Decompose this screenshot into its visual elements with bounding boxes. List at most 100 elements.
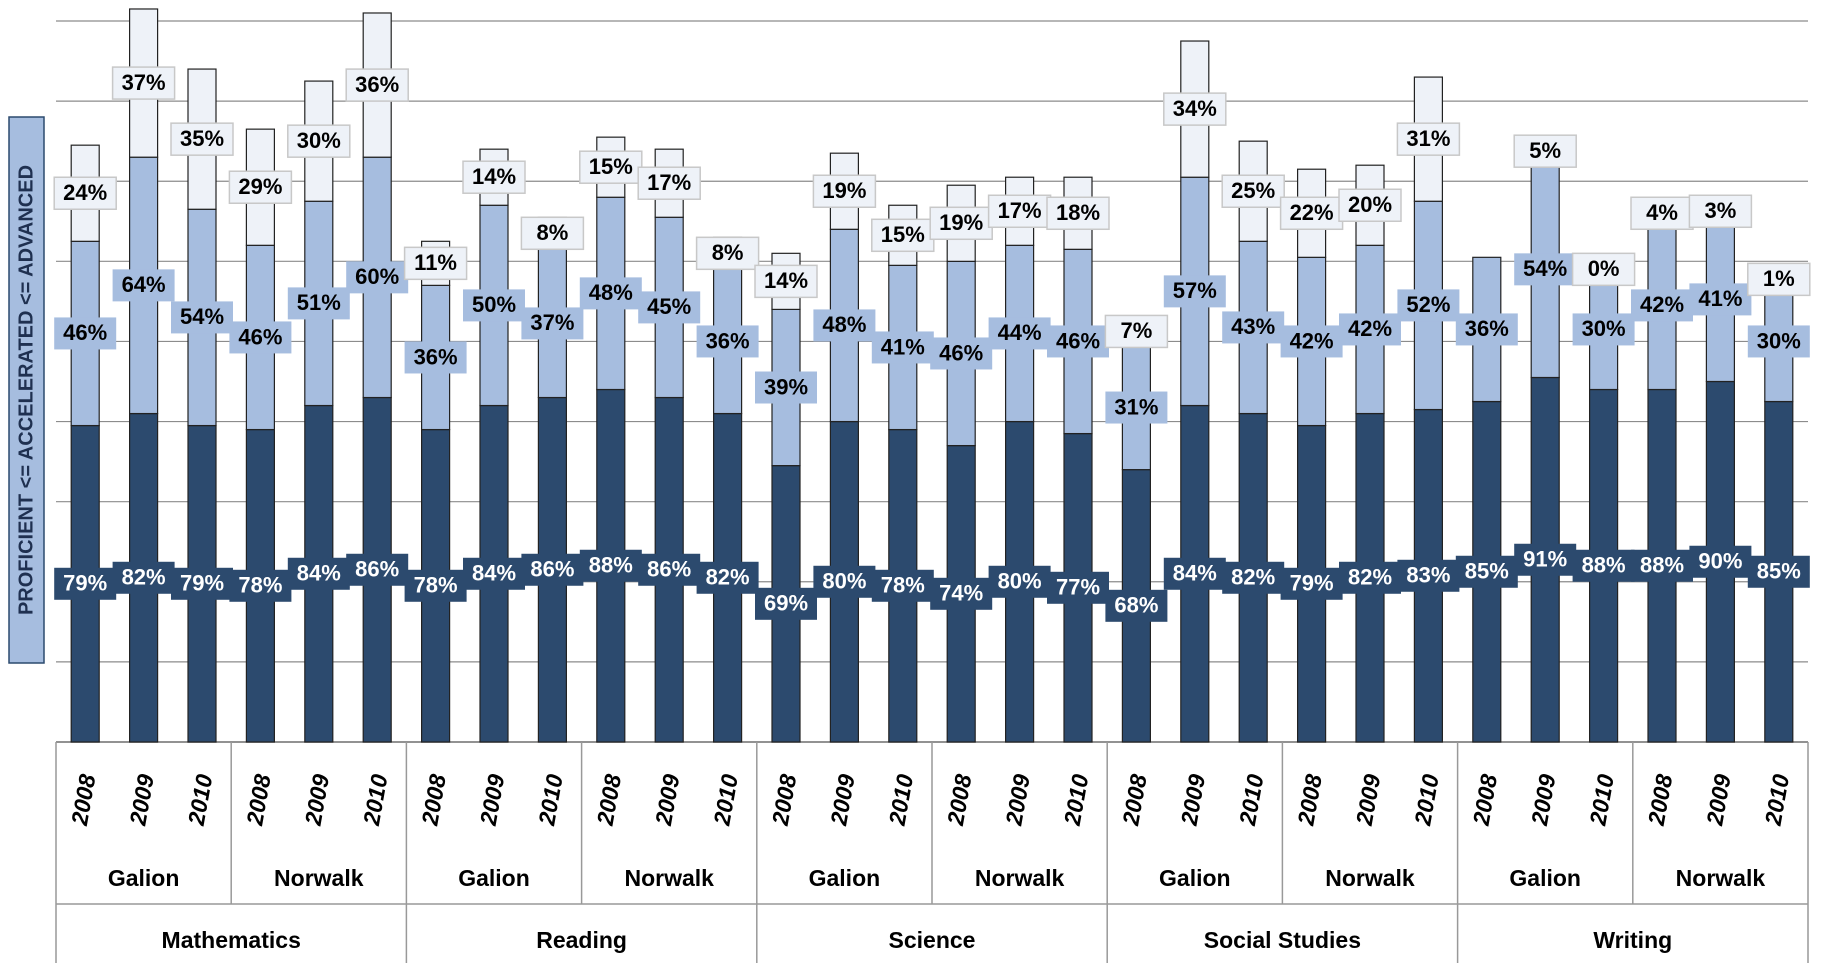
value-label: 88%: [1640, 553, 1684, 578]
label-box: [1163, 275, 1226, 308]
label-box: [111, 66, 176, 100]
label-box: [1163, 92, 1227, 126]
value-label: 37%: [122, 70, 166, 95]
value-label: 15%: [881, 222, 925, 247]
label-box: [930, 337, 993, 370]
x-tick-label: 2010: [1584, 772, 1619, 828]
group-label: Norwalk: [1676, 865, 1766, 891]
label-box: [696, 561, 759, 594]
x-tick-label: 2008: [1117, 772, 1152, 828]
label-box: [170, 122, 234, 156]
value-label: 18%: [1056, 200, 1100, 225]
value-label: 78%: [238, 573, 282, 598]
label-box: [1455, 555, 1518, 588]
value-label: 77%: [1056, 575, 1100, 600]
label-box: [579, 150, 643, 184]
value-label: 36%: [355, 72, 399, 97]
value-label: 88%: [589, 553, 633, 578]
x-tick-label: 2008: [241, 772, 276, 828]
x-tick-label: 2009: [650, 772, 685, 828]
value-label: 42%: [1290, 328, 1334, 353]
subject-label: Writing: [1593, 927, 1672, 953]
value-label: 8%: [537, 220, 569, 245]
label-box: [1222, 311, 1285, 344]
label-box: [1047, 325, 1109, 358]
value-label: 41%: [1698, 286, 1742, 311]
label-box: [1630, 196, 1694, 231]
value-label: 80%: [822, 569, 866, 594]
label-box: [462, 160, 526, 194]
x-tick-label: 2010: [1409, 772, 1444, 828]
label-box: [287, 287, 350, 320]
value-label: 85%: [1757, 559, 1801, 584]
label-box: [1104, 314, 1169, 349]
value-label: 7%: [1121, 318, 1153, 343]
label-box: [930, 577, 993, 610]
value-label: 0%: [1588, 256, 1620, 281]
subject-label: Social Studies: [1204, 927, 1361, 953]
value-label: 64%: [122, 272, 166, 297]
label-box: [579, 549, 642, 582]
x-tick-label: 2009: [1526, 772, 1561, 828]
x-tick-label: 2010: [533, 772, 568, 828]
value-label: 88%: [1582, 553, 1626, 578]
label-box: [638, 291, 701, 324]
label-box: [755, 587, 817, 620]
label-box: [345, 68, 409, 102]
label-box: [1105, 589, 1168, 622]
x-tick-label: 2009: [124, 772, 159, 828]
label-box: [229, 569, 292, 602]
label-box: [1514, 543, 1577, 576]
label-box: [695, 236, 760, 271]
value-label: 17%: [647, 170, 691, 195]
x-tick-label: 2009: [825, 772, 860, 828]
label-box: [54, 567, 117, 600]
value-label: 34%: [1173, 96, 1217, 121]
value-label: 54%: [180, 304, 224, 329]
value-label: 17%: [998, 198, 1042, 223]
label-box: [1688, 194, 1753, 229]
label-box: [346, 261, 409, 294]
label-box: [1397, 559, 1460, 592]
group-label: Galion: [809, 865, 881, 891]
value-label: 30%: [1582, 316, 1626, 341]
value-label: 25%: [1231, 178, 1275, 203]
label-box: [871, 331, 934, 364]
x-tick-label: 2009: [1351, 772, 1386, 828]
label-box: [755, 371, 817, 404]
value-label: 84%: [297, 561, 341, 586]
value-label: 36%: [1465, 316, 1509, 341]
value-label: 8%: [712, 240, 744, 265]
value-label: 48%: [822, 312, 866, 337]
value-label: 60%: [355, 264, 399, 289]
label-box: [228, 170, 293, 204]
x-tick-label: 2010: [708, 772, 743, 828]
group-label: Galion: [108, 865, 180, 891]
value-label: 86%: [530, 557, 574, 582]
label-box: [112, 269, 175, 302]
value-label: 42%: [1348, 316, 1392, 341]
label-box: [520, 216, 585, 251]
value-label: 79%: [180, 571, 224, 596]
y-label-box: [8, 116, 45, 664]
value-label: 43%: [1231, 314, 1275, 339]
value-label: 31%: [1406, 126, 1450, 151]
value-label: 30%: [297, 128, 341, 153]
label-box: [1222, 561, 1285, 594]
label-box: [1280, 567, 1343, 600]
x-tick-label: 2009: [1701, 772, 1736, 828]
value-label: 91%: [1523, 547, 1567, 572]
value-label: 83%: [1406, 563, 1450, 588]
label-box: [1572, 549, 1635, 582]
x-tick-label: 2009: [475, 772, 510, 828]
value-label: 86%: [647, 557, 691, 582]
label-box: [1339, 313, 1401, 346]
value-label: 79%: [1290, 571, 1334, 596]
value-label: 42%: [1640, 292, 1684, 317]
value-label: 48%: [589, 280, 633, 305]
group-label: Norwalk: [975, 865, 1065, 891]
label-box: [287, 557, 350, 590]
value-label: 14%: [764, 268, 808, 293]
x-tick-label: 2010: [1759, 772, 1794, 828]
subject-label: Reading: [536, 927, 627, 953]
